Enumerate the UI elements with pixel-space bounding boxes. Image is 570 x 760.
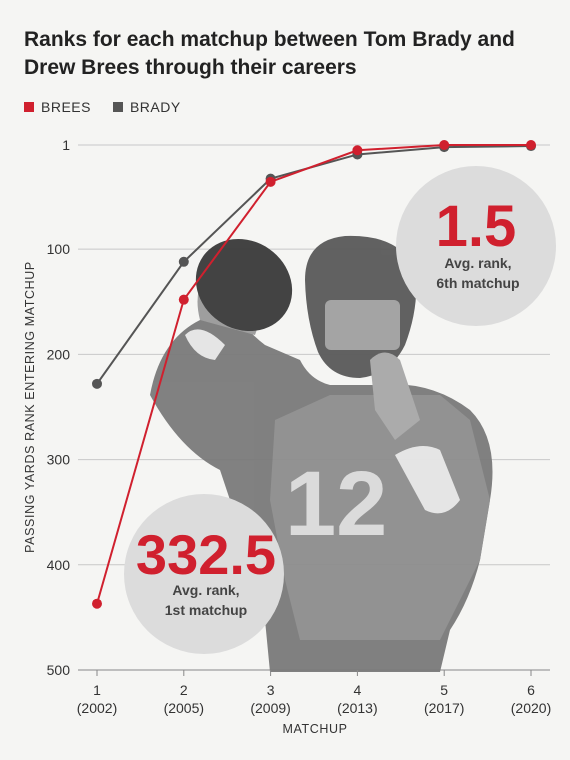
y-tick-label: 200 [47,346,71,362]
callout-first: 332.5 Avg. rank, 1st matchup [124,494,284,654]
legend-label-brady: BRADY [129,99,181,115]
x-tick-label: 5 [440,682,448,698]
x-tick-sublabel: (2020) [511,700,551,716]
x-tick-sublabel: (2013) [337,700,377,716]
data-point-brady [92,378,102,389]
chart-legend: BREES BRADY [24,99,181,115]
data-point-brees [526,140,536,150]
x-axis-title: MATCHUP [282,722,347,736]
data-point-brady [178,256,189,267]
wristband-shape [395,446,460,514]
svg-text:12: 12 [285,453,387,555]
x-tick-sublabel: (2002) [77,700,117,716]
player-photo: 12 [150,235,493,672]
x-tick-label: 3 [267,682,275,698]
callout-first-value: 332.5 [136,523,276,586]
legend-label-brees: BREES [41,99,91,115]
callout-last-line1: Avg. rank, [444,255,511,271]
y-tick-label: 1 [62,137,70,153]
x-tick-sublabel: (2017) [424,700,464,716]
x-tick-label: 1 [93,682,101,698]
legend-swatch-brees [24,102,34,112]
data-point-brees [352,145,363,156]
series-line-brees [96,144,531,604]
chart-title: Ranks for each matchup between Tom Brady… [24,28,515,79]
x-tick-label: 6 [527,682,535,698]
series-group [92,140,536,609]
x-tick-label: 4 [354,682,362,698]
callout-last-value: 1.5 [436,194,517,259]
axis-ticks: 1 100 200 300 400 500 1 (2002) 2 (2005) 3 (2009) 4 (2… [47,137,552,716]
data-point-brees [439,140,450,150]
football-shape [195,238,293,332]
callout-first-line2: 1st matchup [165,602,247,618]
x-tick-sublabel: (2005) [164,700,204,716]
legend-item-brees: BREES [24,99,91,115]
y-tick-label: 100 [47,241,71,257]
legend-item-brady: BRADY [112,99,181,115]
x-tick-label: 2 [180,682,188,698]
legend-swatch-brady [112,102,123,112]
x-tick-sublabel: (2009) [250,700,290,716]
data-point-brees [265,176,276,187]
callout-first-line1: Avg. rank, [172,582,239,598]
y-tick-label: 500 [47,662,71,678]
callout-last-line2: 6th matchup [436,275,519,291]
callout-first-circle [124,494,284,654]
data-point-brees [92,598,102,609]
callout-last: 1.5 Avg. rank, 6th matchup [396,166,556,326]
y-axis-title: PASSING YARDS RANK ENTERING MATCHUP [23,261,37,553]
y-tick-label: 300 [47,452,71,468]
callout-last-circle [396,166,556,326]
data-point-brees [178,294,189,305]
y-tick-label: 400 [47,557,71,573]
